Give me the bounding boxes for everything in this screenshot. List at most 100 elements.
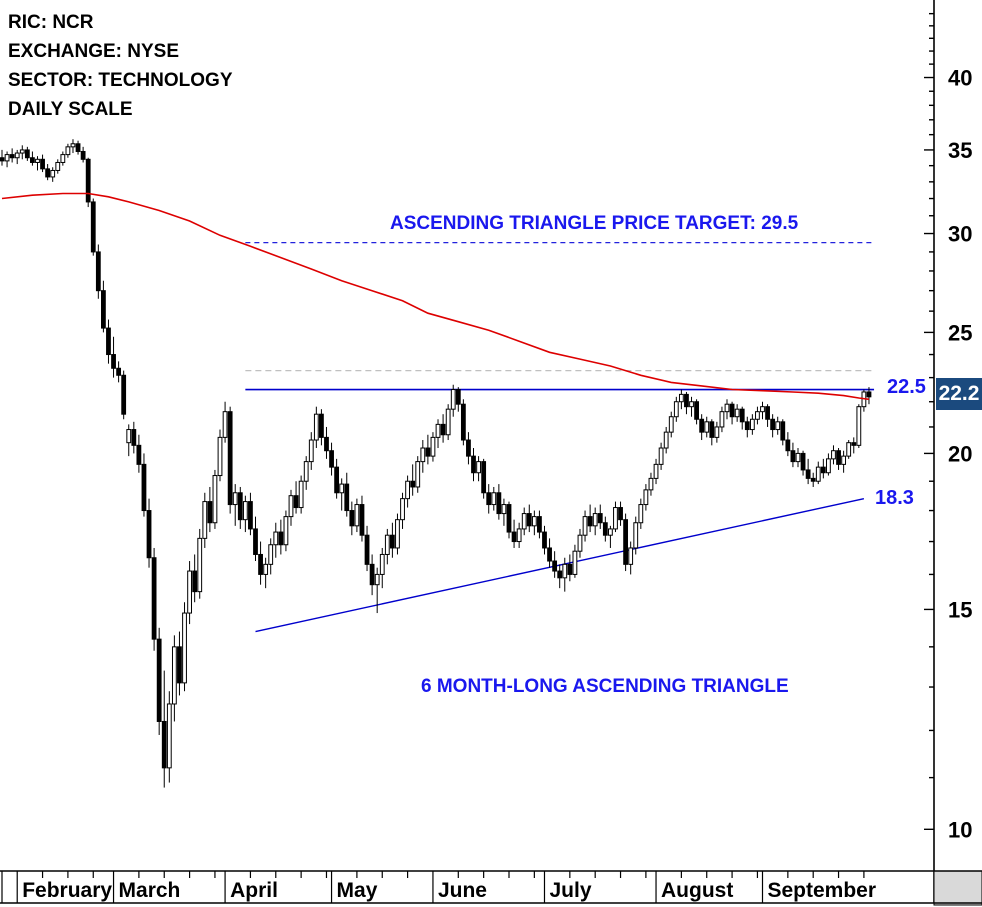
ric-line: RIC: NCR bbox=[8, 12, 94, 33]
candle-body bbox=[511, 531, 517, 543]
candle-body bbox=[734, 408, 740, 418]
candle-body bbox=[354, 504, 360, 527]
candle-body bbox=[319, 413, 324, 438]
candle-body bbox=[714, 426, 720, 438]
candle-body bbox=[653, 463, 659, 479]
candle-body bbox=[826, 458, 831, 474]
candle-body bbox=[450, 389, 456, 410]
candle-body bbox=[506, 504, 512, 533]
candle-body bbox=[841, 455, 847, 465]
candle-body bbox=[116, 367, 122, 376]
candle-body bbox=[471, 455, 476, 474]
candle-body bbox=[273, 531, 279, 546]
candle-body bbox=[182, 612, 187, 684]
month-label: July bbox=[549, 879, 591, 902]
overlay-lines bbox=[245, 241, 875, 633]
candle-body bbox=[75, 143, 81, 152]
candle-body bbox=[810, 477, 816, 482]
candle-body bbox=[177, 646, 182, 684]
candle-body bbox=[597, 513, 603, 524]
candle-body bbox=[146, 510, 152, 559]
candle-body bbox=[405, 480, 411, 500]
candle-body bbox=[775, 421, 781, 431]
candle-body bbox=[334, 466, 340, 494]
candle-body bbox=[729, 403, 735, 418]
candle-body bbox=[278, 531, 284, 546]
candle-body bbox=[668, 416, 674, 433]
candle-body bbox=[85, 158, 91, 203]
candle-body bbox=[349, 510, 355, 527]
candle-body bbox=[0, 157, 5, 162]
candle-body bbox=[339, 483, 345, 494]
candle-body bbox=[552, 560, 558, 572]
candle-body bbox=[577, 534, 583, 552]
candle-body bbox=[389, 534, 395, 549]
candle-body bbox=[101, 290, 106, 329]
candle-body bbox=[618, 507, 623, 521]
month-label: March bbox=[119, 879, 181, 902]
candle-body bbox=[171, 646, 177, 705]
month-label: May bbox=[337, 879, 378, 902]
candle-body bbox=[222, 411, 228, 438]
candle-body bbox=[303, 461, 309, 482]
candle-body bbox=[643, 489, 649, 506]
candle-body bbox=[212, 475, 218, 524]
candle-body bbox=[638, 504, 644, 524]
candle-body bbox=[445, 408, 451, 436]
candle-body bbox=[4, 154, 10, 162]
candle-body bbox=[491, 492, 497, 506]
candle-body bbox=[156, 638, 162, 722]
candle-body bbox=[770, 418, 776, 431]
candle-body bbox=[359, 504, 365, 536]
candle-body bbox=[187, 570, 192, 614]
candle-body bbox=[30, 157, 35, 163]
candle-body bbox=[435, 423, 441, 438]
month-label: August bbox=[661, 879, 733, 902]
candle-body bbox=[699, 418, 705, 433]
candle-body bbox=[678, 393, 684, 403]
candle-body bbox=[587, 516, 593, 527]
candle-body bbox=[755, 411, 760, 420]
triangle-annotation: 6 MONTH-LONG ASCENDING TRIANGLE bbox=[421, 676, 789, 697]
candle-body bbox=[623, 519, 629, 565]
candle-body bbox=[40, 158, 45, 170]
y-axis: 10 15 20 25 30 35 40 bbox=[924, 0, 972, 903]
candle-body bbox=[379, 553, 385, 575]
candle-body bbox=[744, 421, 750, 431]
candle-body bbox=[831, 450, 836, 460]
candle-body bbox=[121, 374, 127, 415]
candle-body bbox=[805, 469, 811, 479]
candle-body bbox=[856, 406, 862, 446]
candle-body bbox=[562, 563, 568, 579]
candle-body bbox=[628, 547, 634, 565]
candle-body bbox=[455, 389, 461, 405]
y-axis-label: 35 bbox=[948, 138, 972, 163]
candle-body bbox=[673, 401, 679, 418]
scale-line: DAILY SCALE bbox=[8, 99, 133, 120]
candle-body bbox=[268, 544, 274, 565]
x-axis: February March April May June July August Septe… bbox=[0, 870, 982, 906]
candle-body bbox=[364, 534, 370, 565]
candle-body bbox=[719, 411, 725, 428]
candle-body bbox=[288, 495, 294, 518]
candle-body bbox=[501, 504, 507, 515]
candle-body bbox=[704, 421, 710, 433]
candle-body bbox=[248, 501, 253, 530]
candle-body bbox=[582, 516, 588, 536]
candle-body bbox=[689, 401, 694, 408]
candle-body bbox=[329, 450, 334, 468]
candle-body bbox=[24, 149, 30, 159]
candle-body bbox=[166, 703, 172, 769]
candle-body bbox=[481, 461, 487, 494]
candle-body bbox=[572, 550, 578, 575]
candle-body bbox=[531, 516, 537, 527]
candle-body bbox=[283, 516, 289, 546]
candle-body bbox=[197, 537, 203, 593]
candle-body bbox=[749, 418, 755, 431]
y-axis-label: 40 bbox=[948, 66, 972, 91]
candle-body bbox=[90, 201, 96, 253]
month-label: February bbox=[22, 879, 112, 902]
candle-body bbox=[780, 421, 786, 441]
candle-body bbox=[521, 513, 527, 530]
candle-body bbox=[14, 152, 20, 159]
